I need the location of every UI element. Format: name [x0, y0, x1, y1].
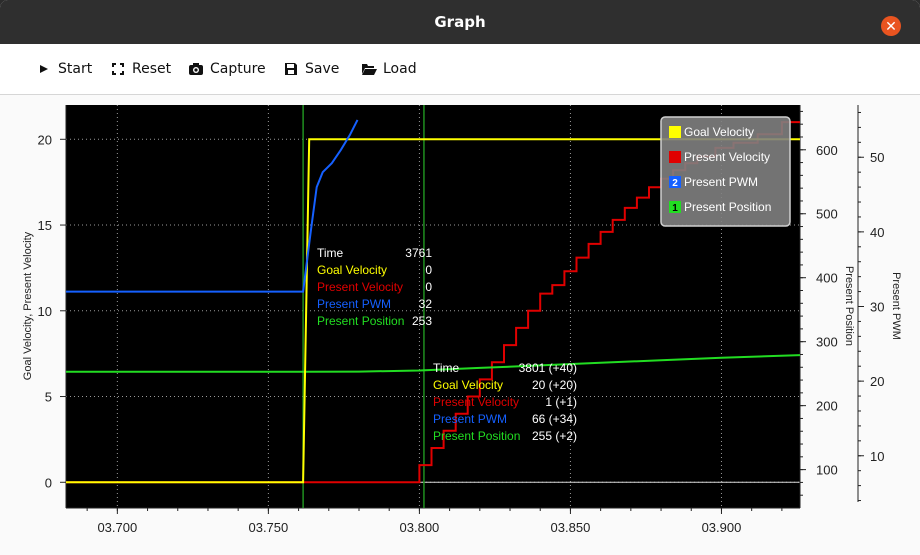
cursor-readout-label: Present PWM — [317, 297, 391, 311]
cursor-readout-value: 0 — [425, 263, 432, 277]
legend-swatch-goal-velocity — [669, 126, 681, 138]
left-axis-title: Goal Velocity, Present Velocity — [22, 231, 34, 380]
cursor-readout-value: 3761 — [405, 246, 432, 260]
cursor-readout-label: Present Velocity — [317, 280, 403, 294]
legend-marker-present-pwm: 2 — [672, 178, 678, 189]
right-axis-1-title: Present Position — [843, 266, 855, 346]
left-tick-label: 20 — [38, 132, 52, 147]
x-tick-label: 03.750 — [248, 520, 288, 535]
save-button[interactable]: Save — [283, 58, 339, 80]
cursor-readout-value: 32 — [419, 297, 433, 311]
cursor-readout-value: 0 — [425, 280, 432, 294]
load-button[interactable]: Load — [361, 58, 417, 80]
cursor-readout-value: 255 (+2) — [532, 429, 577, 443]
left-tick-label: 0 — [45, 475, 52, 490]
load-label: Load — [383, 61, 417, 77]
legend-marker-present-position: 1 — [672, 203, 678, 214]
right-1-tick-label: 500 — [816, 207, 838, 222]
close-button[interactable]: ✕ — [881, 16, 901, 36]
cursor-readout-label: Present Position — [317, 314, 404, 328]
capture-button[interactable]: Capture — [188, 58, 266, 80]
legend-box — [660, 116, 791, 227]
cursor-readout-label: Time — [317, 246, 344, 260]
toolbar: Start Reset Capture Save — [0, 44, 920, 95]
right-1-tick-label: 200 — [816, 399, 838, 414]
start-label: Start — [58, 61, 93, 77]
legend-swatch-present-pwm — [669, 176, 681, 188]
play-icon — [36, 61, 52, 77]
cursor-readout-value: 66 (+34) — [532, 412, 577, 426]
right-1-tick-label: 400 — [816, 271, 838, 286]
floppy-disk-icon — [283, 61, 299, 77]
right-2-tick-label: 10 — [870, 449, 884, 464]
legend-label-present-velocity: Present Velocity — [684, 150, 770, 164]
chart-area: 03.700 03.750 03.800 03.850 03.900 0 5 10 15 20 Go… — [0, 95, 920, 555]
legend-label-goal-velocity: Goal Velocity — [684, 125, 754, 139]
legend-label-present-position: Present Position — [684, 200, 771, 214]
save-label: Save — [305, 61, 340, 77]
right-1-tick-label: 600 — [816, 143, 838, 158]
right-2-tick-label: 20 — [870, 374, 884, 389]
title-bar: Graph ✕ — [0, 0, 920, 44]
right-1-tick-label: 300 — [816, 335, 838, 350]
cursor-readout-value: 253 — [412, 314, 432, 328]
cursor-readout-label: Present Velocity — [433, 395, 519, 409]
cursor-readout-label: Goal Velocity — [317, 263, 387, 277]
legend: Goal Velocity Present Velocity 2 Present PW… — [660, 116, 791, 227]
x-tick-label: 03.850 — [551, 520, 591, 535]
cursor-readout-value: 3801 (+40) — [519, 361, 577, 375]
right-axis-2-title: Present PWM — [890, 272, 902, 340]
right-2-tick-label: 50 — [870, 150, 884, 165]
x-tick-label: 03.800 — [400, 520, 440, 535]
series-line-goal-velocity — [66, 138, 800, 484]
left-tick-label: 15 — [38, 218, 52, 233]
cursor-readout-value: 1 (+1) — [545, 395, 577, 409]
legend-swatch-present-position — [669, 201, 681, 213]
right-2-tick-label: 40 — [870, 225, 884, 240]
window-title: Graph — [434, 13, 486, 31]
right-1-tick-label: 100 — [816, 463, 838, 478]
close-icon: ✕ — [885, 18, 897, 34]
series-line-present-position — [66, 354, 800, 373]
cursor-readout-label: Present Position — [433, 429, 520, 443]
left-tick-label: 5 — [45, 390, 52, 405]
chart-svg[interactable]: 03.700 03.750 03.800 03.850 03.90005101520Go… — [0, 95, 920, 555]
right-2-tick-label: 30 — [870, 300, 884, 315]
camera-icon — [188, 61, 204, 77]
x-tick-label: 03.700 — [97, 520, 137, 535]
cursor-readout-value: 20 (+20) — [532, 378, 577, 392]
legend-swatch-present-velocity — [669, 151, 681, 163]
fullscreen-icon — [110, 61, 126, 77]
legend-label-present-pwm: Present PWM — [684, 175, 758, 189]
x-tick-label: 03.900 — [702, 520, 742, 535]
cursor-readout-label: Time — [433, 361, 460, 375]
series-line-present-pwm — [66, 119, 359, 293]
cursor-readout-label: Goal Velocity — [433, 378, 503, 392]
folder-open-icon — [361, 61, 377, 77]
capture-label: Capture — [210, 61, 266, 77]
cursor-readout-label: Present PWM — [433, 412, 507, 426]
reset-button[interactable]: Reset — [110, 58, 171, 80]
start-button[interactable]: Start — [36, 58, 92, 80]
reset-label: Reset — [132, 61, 172, 77]
left-tick-label: 10 — [38, 304, 52, 319]
